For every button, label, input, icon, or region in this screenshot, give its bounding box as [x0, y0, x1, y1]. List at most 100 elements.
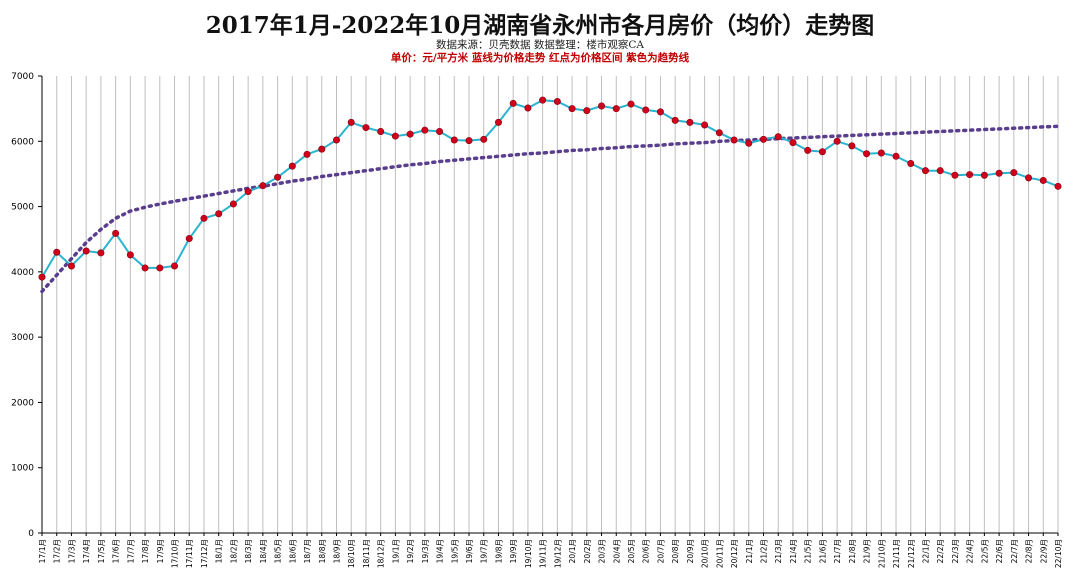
y-tick-label: 6000	[11, 137, 34, 147]
price-point	[583, 107, 591, 115]
x-tick-label: 17/10月	[171, 539, 180, 568]
x-tick-label: 17/3月	[67, 539, 76, 563]
price-point	[185, 235, 193, 243]
price-point	[53, 248, 61, 256]
price-point	[642, 106, 650, 114]
price-point	[701, 121, 709, 129]
price-point	[244, 188, 252, 196]
price-point	[715, 129, 723, 137]
x-tick-label: 19/8月	[494, 539, 503, 563]
x-tick-label: 22/10月	[1054, 539, 1063, 568]
x-tick-label: 18/3月	[244, 539, 253, 563]
price-point	[1039, 176, 1047, 184]
x-tick-label: 19/10月	[524, 539, 533, 568]
x-tick-label: 17/12月	[200, 539, 209, 568]
x-tick-label: 22/3月	[951, 539, 960, 563]
y-tick-label: 2000	[11, 398, 34, 408]
price-point	[936, 167, 944, 175]
x-tick-label: 17/5月	[97, 539, 106, 563]
x-tick-label: 20/5月	[627, 539, 636, 563]
x-tick-label: 17/8月	[141, 539, 150, 563]
x-tick-label: 19/11月	[539, 539, 548, 568]
x-tick-label: 21/5月	[804, 539, 813, 563]
x-tick-label: 20/9月	[686, 539, 695, 563]
x-tick-label: 19/9月	[509, 539, 518, 563]
price-point	[848, 142, 856, 150]
x-tick-label: 17/6月	[112, 539, 121, 563]
x-tick-label: 22/9月	[1039, 539, 1048, 563]
price-point	[318, 145, 326, 153]
chart-subtitle: 数据来源：贝壳数据 数据整理：楼市观察CA	[436, 39, 644, 51]
price-point	[67, 262, 75, 270]
price-point	[627, 100, 635, 108]
x-tick-label: 17/7月	[126, 539, 135, 563]
price-point	[112, 229, 120, 237]
price-point	[524, 104, 532, 112]
y-tick-label: 0	[28, 529, 34, 539]
price-point	[1054, 182, 1062, 190]
x-tick-label: 22/7月	[1010, 539, 1019, 563]
x-tick-label: 21/2月	[760, 539, 769, 563]
price-point	[480, 135, 488, 143]
x-tick-label: 19/3月	[421, 539, 430, 563]
price-point	[391, 132, 399, 140]
price-point	[274, 173, 282, 181]
price-point	[229, 200, 237, 208]
price-line	[41, 99, 1059, 278]
chart-title: 2017年1月-2022年10月湖南省永州市各月房价（均价）走势图	[205, 12, 875, 39]
price-point	[539, 96, 547, 104]
x-tick-label: 22/8月	[1025, 539, 1034, 563]
price-point	[38, 273, 46, 281]
y-tick-label: 3000	[11, 333, 34, 343]
y-tick-label: 5000	[11, 203, 34, 213]
x-tick-label: 21/4月	[789, 539, 798, 563]
price-point	[347, 118, 355, 126]
x-tick-label: 19/1月	[391, 539, 400, 563]
price-point	[436, 127, 444, 135]
price-point	[921, 167, 929, 175]
price-point	[745, 139, 753, 147]
x-tick-label: 20/6月	[642, 539, 651, 563]
x-tick-label: 17/11月	[185, 539, 194, 568]
price-point	[789, 139, 797, 147]
price-point	[465, 137, 473, 145]
x-tick-label: 19/12月	[553, 539, 562, 568]
x-tick-label: 18/7月	[303, 539, 312, 563]
x-tick-label: 20/2月	[583, 539, 592, 563]
price-point	[656, 108, 664, 116]
x-tick-label: 20/3月	[598, 539, 607, 563]
x-tick-label: 21/7月	[833, 539, 842, 563]
x-tick-label: 18/1月	[215, 539, 224, 563]
price-point	[215, 210, 223, 218]
x-tick-label: 19/6月	[465, 539, 474, 563]
chart-note: 单价：元/平方米 蓝线为价格走势 红点为价格区间 紫色为趋势线	[390, 52, 690, 64]
x-tick-label: 17/4月	[82, 539, 91, 563]
price-point	[598, 102, 606, 110]
x-tick-label: 18/5月	[274, 539, 283, 563]
x-tick-label: 22/2月	[936, 539, 945, 563]
price-point	[804, 146, 812, 154]
x-tick-label: 21/11月	[892, 539, 901, 568]
price-point	[450, 136, 458, 144]
price-point	[774, 133, 782, 141]
x-tick-label: 17/9月	[156, 539, 165, 563]
x-tick-label: 22/5月	[980, 539, 989, 563]
price-point	[509, 99, 517, 107]
price-point	[568, 105, 576, 113]
x-tick-label: 21/3月	[774, 539, 783, 563]
x-tick-label: 19/7月	[480, 539, 489, 563]
price-point	[671, 116, 679, 124]
price-point	[553, 97, 561, 105]
price-point	[421, 126, 429, 134]
price-point	[980, 171, 988, 179]
price-point	[892, 152, 900, 160]
y-tick-label: 7000	[11, 72, 34, 82]
x-tick-label: 18/4月	[259, 539, 268, 563]
x-tick-label: 21/12月	[907, 539, 916, 568]
price-point	[171, 262, 179, 270]
price-point	[612, 105, 620, 113]
price-point	[332, 136, 340, 144]
x-tick-label: 18/12月	[377, 539, 386, 568]
x-tick-label: 20/10月	[701, 539, 710, 568]
x-tick-label: 20/4月	[612, 539, 621, 563]
